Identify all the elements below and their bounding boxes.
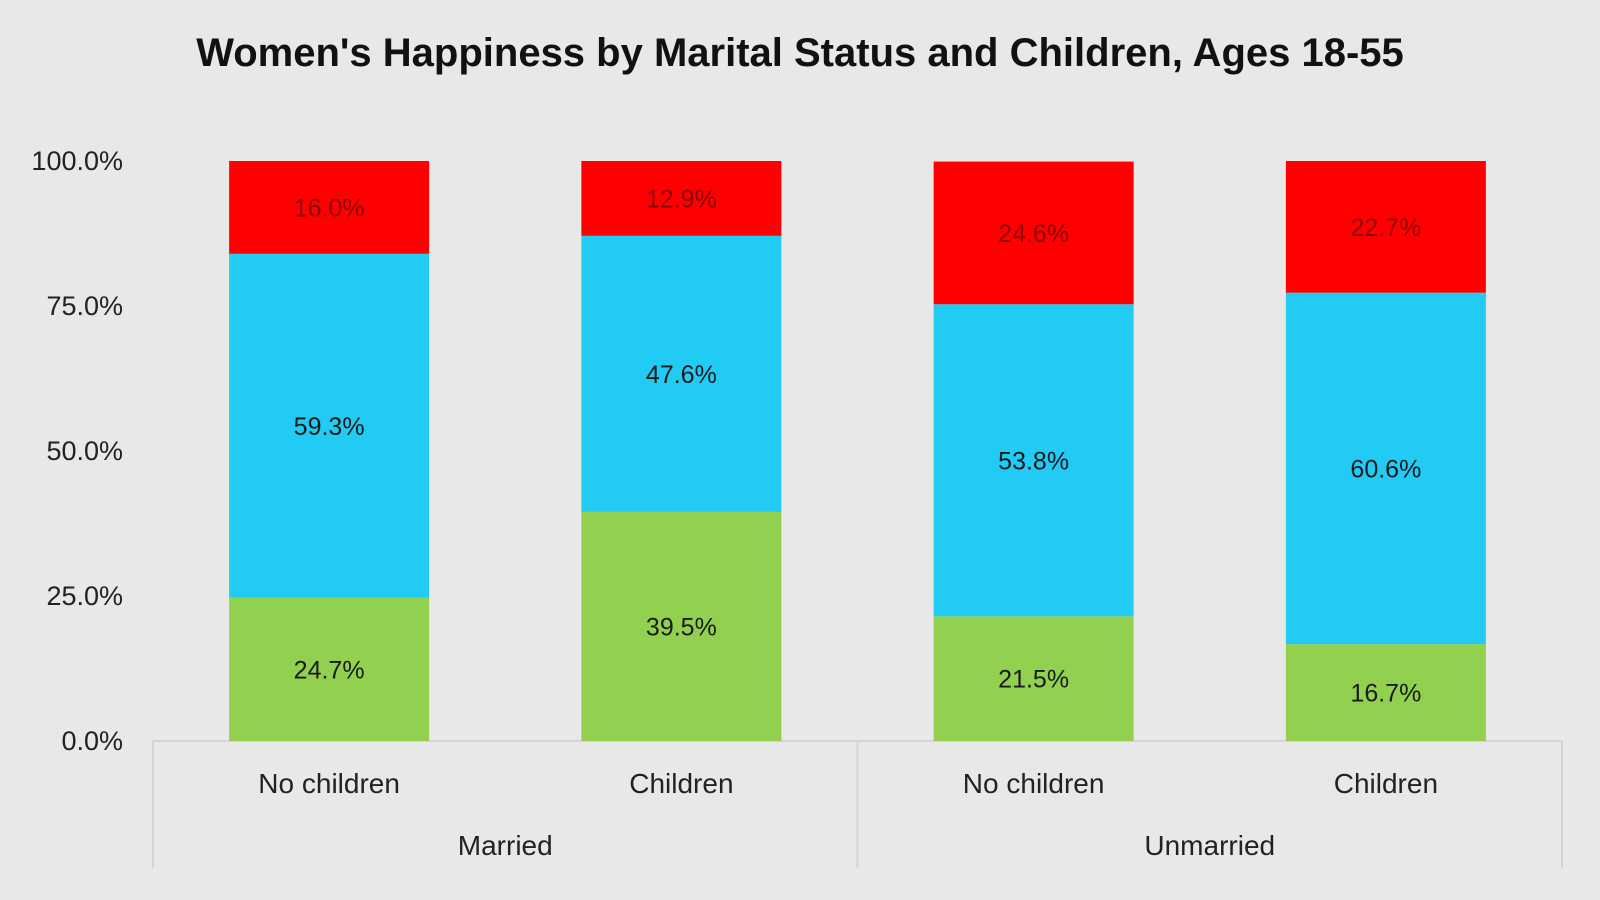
category-label: Children <box>1334 768 1438 799</box>
data-label: 59.3% <box>294 413 365 441</box>
data-label: 47.6% <box>646 361 717 389</box>
bar-segment-green <box>229 597 430 741</box>
bar-segment-red <box>1285 161 1486 293</box>
bar-segment-green <box>1285 644 1486 741</box>
group-label: Unmarried <box>1144 830 1275 861</box>
chart-title: Women's Happiness by Marital Status and … <box>196 31 1404 75</box>
data-label: 39.5% <box>646 613 717 641</box>
data-label: 21.5% <box>998 666 1069 694</box>
data-label: 16.7% <box>1350 680 1421 708</box>
y-tick-label: 100.0% <box>31 146 123 176</box>
bar-segment-blue <box>933 304 1134 617</box>
data-label: 24.7% <box>294 656 365 684</box>
bars-layer <box>229 161 1486 741</box>
bar-segment-red <box>933 161 1134 305</box>
bar-segment-blue <box>229 253 430 598</box>
bar-segment-blue <box>581 235 782 512</box>
data-label: 22.7% <box>1350 214 1421 242</box>
group-label: Married <box>458 830 553 861</box>
bar-segment-green <box>581 511 782 741</box>
axis-layer: 0.0% 25.0% 50.0% 75.0% 100.0% No children Chil… <box>31 146 1563 868</box>
data-label: 16.0% <box>294 194 365 222</box>
labels-layer: 24.7% 59.3% 16.0% 39.5% 47.6% 12.9% 21.5% 53.8%… <box>294 185 1422 707</box>
y-tick-label: 25.0% <box>46 581 123 611</box>
category-label: Children <box>629 768 733 799</box>
y-tick-label: 75.0% <box>46 291 123 321</box>
category-label: No children <box>963 768 1105 799</box>
bar-segment-green <box>933 616 1134 741</box>
bar-segment-red <box>229 161 430 254</box>
y-tick-label: 50.0% <box>46 436 123 466</box>
data-label: 24.6% <box>998 220 1069 248</box>
data-label: 53.8% <box>998 447 1069 475</box>
y-tick-label: 0.0% <box>61 726 123 756</box>
data-label: 12.9% <box>646 185 717 213</box>
category-label: No children <box>258 768 400 799</box>
data-label: 60.6% <box>1350 455 1421 483</box>
bar-segment-red <box>581 161 782 236</box>
bar-segment-blue <box>1285 292 1486 645</box>
